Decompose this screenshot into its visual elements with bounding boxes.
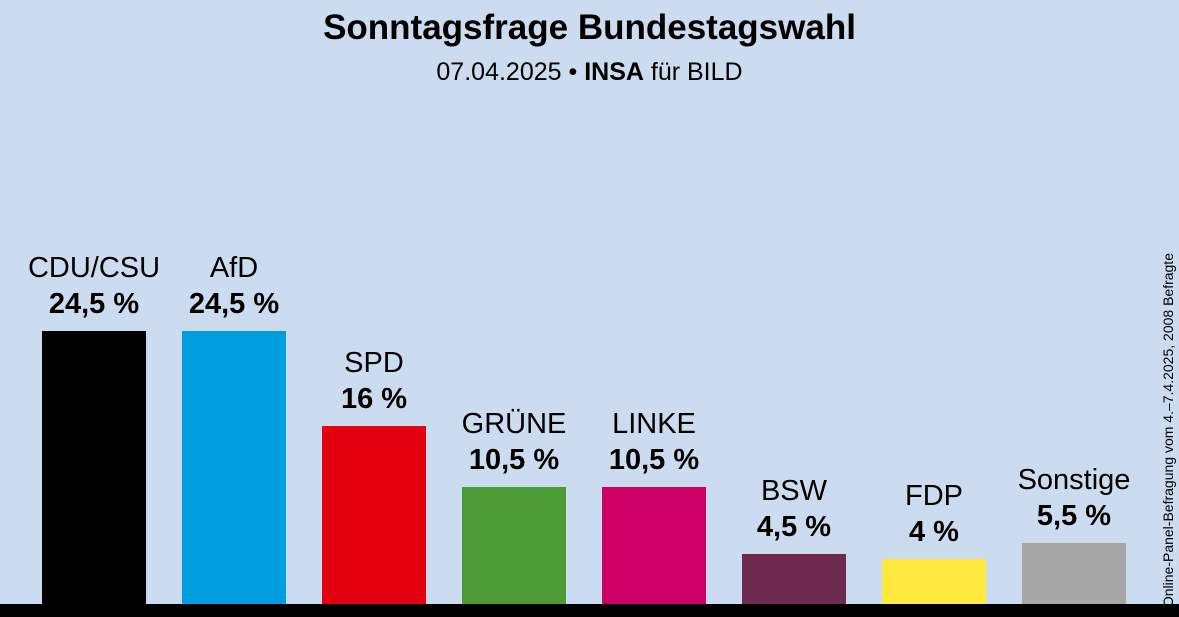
bar-value-label: 24,5 % bbox=[48, 287, 140, 320]
bar-value-label: 4 % bbox=[909, 515, 959, 548]
bar-group-bsw: BSW 4,5 % bbox=[742, 473, 846, 604]
bar-group-fdp: FDP 4 % bbox=[882, 478, 986, 604]
bar-value-label: 24,5 % bbox=[188, 287, 280, 320]
subtitle-suffix: für BILD bbox=[650, 58, 743, 86]
bar-group-afd: AfD 24,5 % bbox=[182, 250, 286, 604]
bar-group-gr-ne: GRÜNE 10,5 % bbox=[461, 406, 567, 604]
survey-source-note: Online-Panel-Befragung vom 4.–7.4.2025, … bbox=[1160, 252, 1176, 607]
bar-category-label: GRÜNE bbox=[461, 407, 567, 440]
subtitle-separator: • bbox=[568, 58, 578, 86]
bar-value-label: 5,5 % bbox=[1036, 499, 1112, 532]
bar-afd bbox=[182, 331, 286, 604]
bar-category-label: BSW bbox=[760, 474, 828, 507]
subtitle-institute: INSA bbox=[584, 58, 644, 86]
bar-value-label: 10,5 % bbox=[608, 443, 700, 476]
bar-value-label: 10,5 % bbox=[468, 443, 560, 476]
bar-group-cdu-csu: CDU/CSU 24,5 % bbox=[28, 250, 160, 604]
bar-category-label: SPD bbox=[344, 346, 404, 379]
bar-category-label: FDP bbox=[905, 479, 963, 512]
bar-group-sonstige: Sonstige 5,5 % bbox=[1018, 462, 1130, 604]
bar-spd bbox=[322, 426, 426, 604]
bar-group-linke: LINKE 10,5 % bbox=[602, 406, 706, 604]
bar-category-label: LINKE bbox=[612, 407, 696, 440]
bar-category-label: AfD bbox=[209, 251, 259, 284]
bar-bsw bbox=[742, 554, 846, 604]
subtitle-date: 07.04.2025 bbox=[436, 58, 562, 86]
bar-linke bbox=[602, 487, 706, 604]
bar-fdp bbox=[882, 559, 986, 604]
chart-title: Sonntagsfrage Bundestagswahl bbox=[323, 8, 856, 47]
bar-group-spd: SPD 16 % bbox=[322, 345, 426, 604]
bar-sonstige bbox=[1022, 543, 1126, 604]
bar-value-label: 4,5 % bbox=[756, 510, 832, 543]
bar-gr-ne bbox=[462, 487, 566, 604]
bar-category-label: CDU/CSU bbox=[27, 251, 161, 284]
chart-baseline bbox=[0, 604, 1179, 617]
chart-subtitle: 07.04.2025 • INSA für BILD bbox=[0, 58, 1179, 87]
bar-category-label: Sonstige bbox=[1017, 463, 1131, 496]
bar-chart-area: CDU/CSU 24,5 % AfD 24,5 % SPD 16 % GRÜNE 10,5 %… bbox=[28, 250, 1130, 604]
bar-value-label: 16 % bbox=[340, 382, 408, 415]
bar-cdu-csu bbox=[42, 331, 146, 604]
